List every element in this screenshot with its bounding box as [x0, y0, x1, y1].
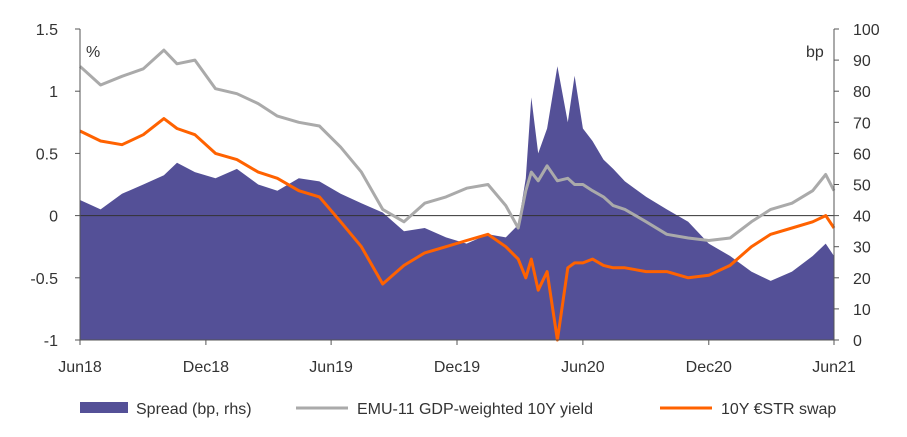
- x-axis-tick-label: Dec19: [434, 359, 480, 376]
- x-axis-tick-label: Dec20: [686, 359, 732, 376]
- x-axis-tick-label: Jun21: [812, 359, 856, 376]
- spread-area: [80, 66, 834, 341]
- right-axis-tick-label: 80: [853, 84, 871, 101]
- swap-line: [79, 117, 836, 342]
- right-axis-tick-label: 50: [853, 178, 871, 195]
- legend-label: Spread (bp, rhs): [136, 401, 252, 418]
- left-axis-tick-label: -1: [44, 333, 58, 350]
- series-lines-layer: [78, 48, 836, 342]
- x-axis-tick-label: Jun20: [561, 359, 605, 376]
- x-axis-tick-label: Dec18: [183, 359, 229, 376]
- right-axis-unit: bp: [806, 44, 824, 61]
- right-axis-tick-label: 40: [853, 209, 871, 226]
- right-axis-tick-label: 30: [853, 240, 871, 257]
- left-axis-unit: %: [86, 44, 100, 61]
- x-axis-tick-label: Jun19: [309, 359, 353, 376]
- x-axis-tick-label: Jun18: [58, 359, 102, 376]
- legend-swatch: [80, 402, 128, 413]
- left-axis-tick-label: 1.5: [36, 22, 58, 39]
- right-axis-tick-label: 20: [853, 271, 871, 288]
- legend-label: EMU-11 GDP-weighted 10Y yield: [357, 401, 593, 418]
- left-axis-tick-label: 0: [49, 209, 58, 226]
- spread-area-layer: [80, 66, 834, 341]
- plot-area: [78, 48, 836, 342]
- legend: Spread (bp, rhs) EMU-11 GDP-weighted 10Y …: [80, 401, 836, 418]
- right-axis-tick-label: 90: [853, 53, 871, 70]
- right-axis-tick-label: 60: [853, 146, 871, 163]
- right-axis-tick-label: 10: [853, 302, 871, 319]
- axes-layer: 1.510.50-0.5-11009080706050403020100Jun1…: [30, 22, 879, 376]
- right-axis-tick-label: 0: [853, 333, 862, 350]
- left-axis-tick-label: 0.5: [36, 146, 58, 163]
- right-axis-tick-label: 70: [853, 115, 871, 132]
- left-axis-tick-label: -0.5: [30, 271, 58, 288]
- yield-line: [78, 48, 836, 242]
- legend-label: 10Y €STR swap: [721, 401, 836, 418]
- right-axis-tick-label: 100: [853, 22, 880, 39]
- left-axis-tick-label: 1: [49, 84, 58, 101]
